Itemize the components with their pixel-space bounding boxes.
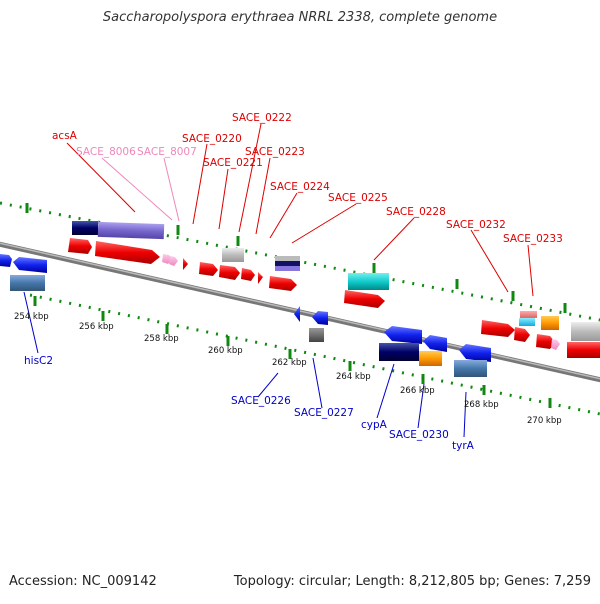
label-SACE_0226[interactable]: SACE_0226 bbox=[231, 395, 291, 407]
leader-lines-light bbox=[101, 157, 180, 222]
gene-purple-2[interactable] bbox=[275, 266, 300, 271]
label-SACE_0227[interactable]: SACE_0227 bbox=[294, 407, 354, 419]
gene-red-4[interactable] bbox=[199, 262, 218, 276]
accession-text: Accession: NC_009142 bbox=[9, 574, 157, 589]
gene-gray-1[interactable] bbox=[222, 248, 244, 262]
lower-track-ticks bbox=[33, 296, 552, 408]
gene-navy-3[interactable] bbox=[379, 343, 419, 361]
gene-blue-7[interactable] bbox=[459, 344, 491, 362]
gene-steel-1[interactable] bbox=[10, 275, 45, 291]
label-SACE_0224[interactable]: SACE_0224 bbox=[270, 181, 330, 193]
gene-red-10[interactable] bbox=[481, 320, 515, 337]
lower-dotted-track bbox=[29, 293, 600, 416]
leader-lines-forward bbox=[66, 123, 534, 297]
gene-red-8[interactable] bbox=[269, 276, 297, 291]
gene-red-3[interactable] bbox=[183, 258, 188, 270]
label-SACE_0228[interactable]: SACE_0228 bbox=[386, 206, 446, 218]
gene-orange-1[interactable] bbox=[541, 316, 559, 330]
gene-pink-3[interactable] bbox=[551, 339, 560, 350]
gene-dark-1[interactable] bbox=[309, 328, 324, 342]
gene-orange-2[interactable] bbox=[419, 351, 442, 366]
gene-blue-3[interactable] bbox=[294, 306, 300, 322]
gene-gray-3[interactable] bbox=[571, 322, 600, 341]
tick-label: 262 kbp bbox=[272, 358, 307, 368]
gene-red-13[interactable] bbox=[567, 342, 600, 358]
reverse-labels: hisC2 SACE_0226 SACE_0227 cypA SACE_0230… bbox=[24, 355, 475, 452]
tick-label: 256 kbp bbox=[79, 322, 114, 332]
tick-label: 260 kbp bbox=[208, 346, 243, 356]
label-SACE_0223[interactable]: SACE_0223 bbox=[245, 146, 305, 158]
gene-blue-5[interactable] bbox=[384, 326, 422, 344]
forward-genes bbox=[68, 221, 600, 358]
label-cypA[interactable]: cypA bbox=[361, 419, 388, 431]
gene-salmon-1[interactable] bbox=[520, 311, 537, 318]
label-SACE_0225[interactable]: SACE_0225 bbox=[328, 192, 388, 204]
gene-red-6[interactable] bbox=[241, 268, 255, 281]
label-tyrA[interactable]: tyrA bbox=[452, 440, 475, 452]
gene-blue-4[interactable] bbox=[312, 311, 328, 325]
label-acsA[interactable]: acsA bbox=[52, 130, 78, 142]
axis-tick-labels: 254 kbp 256 kbp 258 kbp 260 kbp 262 kbp … bbox=[14, 312, 562, 426]
tick-label: 264 kbp bbox=[336, 372, 371, 382]
gene-pink-2[interactable] bbox=[169, 256, 178, 266]
label-SACE_0232[interactable]: SACE_0232 bbox=[446, 219, 506, 231]
gene-red-11[interactable] bbox=[514, 327, 530, 342]
tick-label: 258 kbp bbox=[144, 334, 179, 344]
label-SACE_0220[interactable]: SACE_0220 bbox=[182, 133, 242, 145]
label-SACE_0230[interactable]: SACE_0230 bbox=[389, 429, 449, 441]
tick-label: 266 kbp bbox=[400, 386, 435, 396]
label-SACE_8007[interactable]: SACE_8007 bbox=[137, 146, 197, 158]
page-title: Saccharopolyspora erythraea NRRL 2338, c… bbox=[102, 10, 498, 25]
tick-label: 268 kbp bbox=[464, 400, 499, 410]
gene-navy-1[interactable] bbox=[72, 221, 98, 235]
gene-steel-2[interactable] bbox=[454, 360, 487, 377]
forward-labels: acsA SACE_8006 SACE_8007 SACE_0220 SACE_… bbox=[52, 112, 563, 245]
tick-label: 270 kbp bbox=[527, 416, 562, 426]
leader-lines-reverse bbox=[23, 291, 467, 438]
reverse-genes bbox=[0, 254, 491, 377]
gene-red-9[interactable] bbox=[344, 290, 385, 308]
label-SACE_0233[interactable]: SACE_0233 bbox=[503, 233, 563, 245]
gene-blue-2[interactable] bbox=[13, 257, 47, 273]
gene-red-2[interactable] bbox=[95, 241, 160, 264]
gene-gray-2[interactable] bbox=[275, 256, 300, 261]
gene-sky-1[interactable] bbox=[519, 318, 535, 326]
gene-red-1[interactable] bbox=[68, 238, 92, 254]
label-SACE_0221[interactable]: SACE_0221 bbox=[203, 157, 263, 169]
label-hisC2[interactable]: hisC2 bbox=[24, 355, 53, 367]
label-SACE_8006[interactable]: SACE_8006 bbox=[76, 146, 136, 158]
tick-label: 254 kbp bbox=[14, 312, 49, 322]
gene-red-5[interactable] bbox=[219, 265, 240, 280]
gene-purple-1[interactable] bbox=[97, 221, 165, 240]
genome-summary-text: Topology: circular; Length: 8,212,805 bp… bbox=[233, 574, 591, 589]
label-SACE_0222[interactable]: SACE_0222 bbox=[232, 112, 292, 124]
gene-red-7[interactable] bbox=[258, 272, 263, 284]
gene-navy-2[interactable] bbox=[275, 261, 300, 266]
gene-blue-1[interactable] bbox=[0, 254, 12, 267]
gene-cyan-1[interactable] bbox=[348, 273, 389, 290]
gene-blue-6[interactable] bbox=[423, 335, 447, 352]
gene-red-12[interactable] bbox=[536, 334, 555, 349]
